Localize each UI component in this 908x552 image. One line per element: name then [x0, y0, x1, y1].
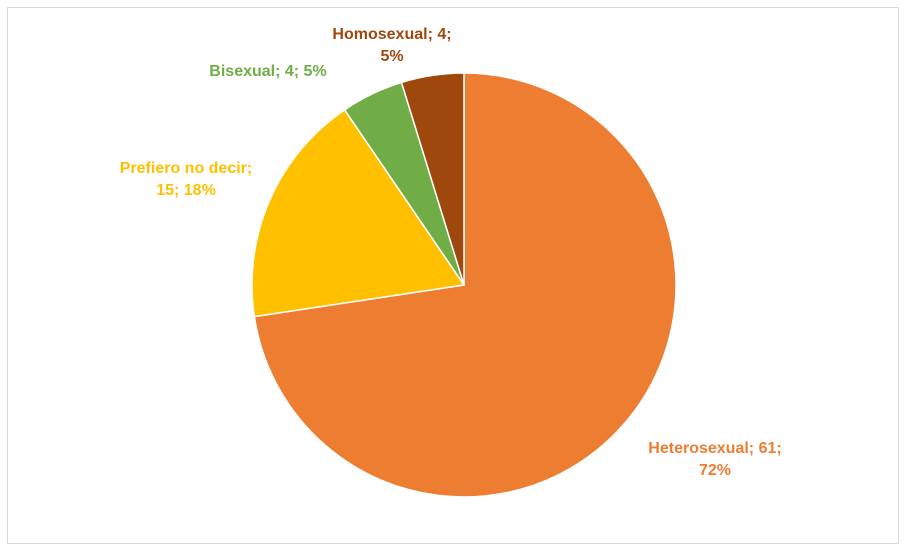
data-label: Prefiero no decir; 15; 18% [119, 160, 253, 199]
data-label: Heterosexual; 61; 72% [648, 440, 782, 479]
chart-frame [7, 7, 899, 544]
data-label: Bisexual; 4; 5% [209, 63, 327, 80]
pie-slice [253, 72, 677, 498]
pie-slice [400, 72, 465, 286]
data-label: Homosexual; 4; 5% [332, 26, 452, 65]
pie-slice [251, 108, 466, 318]
